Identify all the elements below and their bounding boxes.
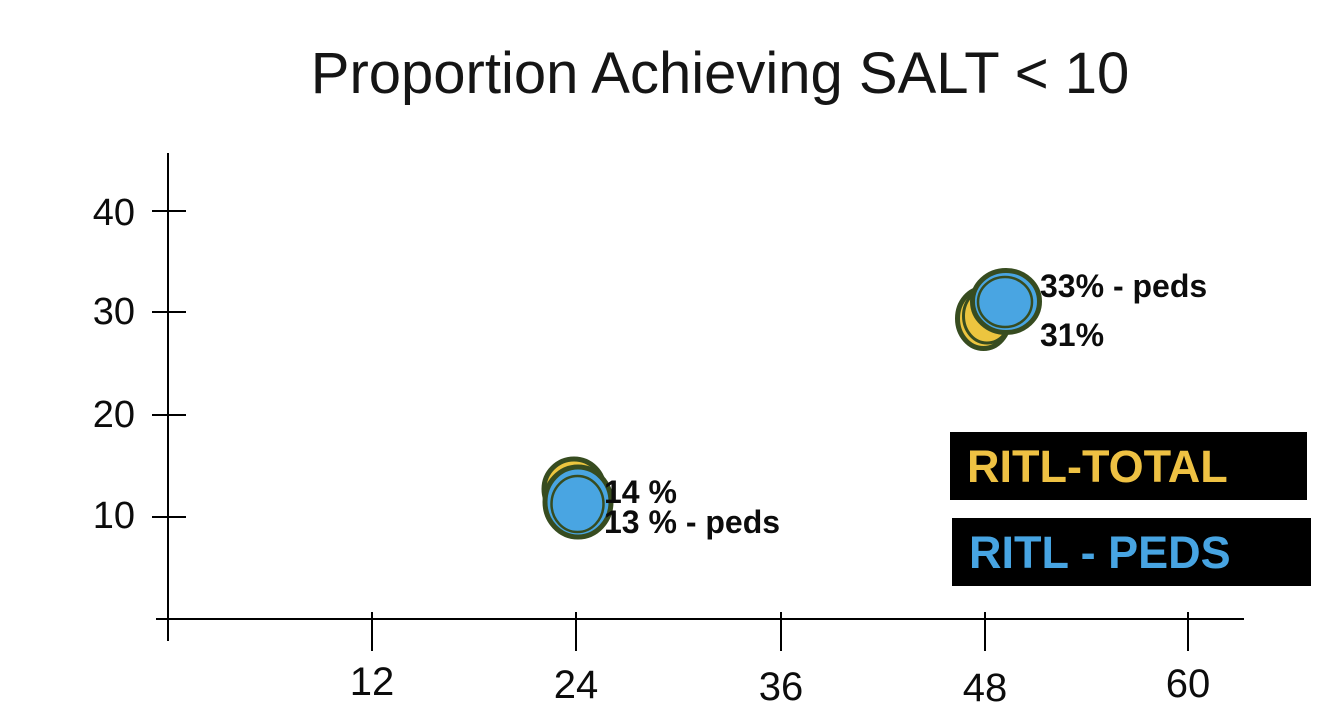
x-tick-36 [780, 612, 782, 651]
marker-ritl-peds-x24-inner [550, 474, 605, 534]
legend-label-ritl-peds: RITL - PEDS [969, 526, 1231, 578]
y-tick-label-20: 20 [92, 394, 135, 436]
y-tick-20 [152, 414, 186, 416]
legend-label-ritl-total: RITL-TOTAL [967, 440, 1228, 492]
x-tick-label-12: 12 [349, 660, 395, 704]
y-axis-line [167, 153, 169, 641]
x-tick-24 [575, 612, 577, 651]
legend-item-ritl-total: RITL-TOTAL [950, 432, 1307, 500]
x-tick-label-48: 48 [962, 666, 1008, 710]
y-tick-label-40: 40 [92, 192, 135, 234]
x-tick-label-60: 60 [1165, 662, 1211, 706]
y-tick-label-10: 10 [92, 495, 135, 537]
marker-ritl-peds-x48-inner [976, 275, 1034, 329]
y-tick-40 [152, 210, 186, 212]
x-tick-label-36: 36 [758, 665, 804, 709]
point-label-33-peds: 33% - peds [1040, 268, 1208, 304]
point-label-14-total: 14 % [604, 474, 677, 510]
point-label-13-peds: 13 % - peds [604, 504, 781, 540]
x-tick-48 [984, 612, 986, 651]
x-tick-60 [1187, 612, 1189, 651]
point-label-31-total: 31% [1040, 317, 1105, 353]
chart-title: Proportion Achieving SALT < 10 [310, 41, 1130, 106]
x-tick-12 [371, 612, 373, 651]
data-point-cluster-x48 [955, 268, 1042, 351]
x-tick-label-24: 24 [553, 663, 599, 707]
y-tick-label-30: 30 [92, 291, 135, 333]
data-point-cluster-x24 [541, 456, 614, 540]
y-tick-30 [152, 311, 186, 313]
legend-item-ritl-peds: RITL - PEDS [952, 518, 1311, 586]
y-tick-10 [152, 516, 186, 518]
x-axis-line [156, 618, 1244, 620]
